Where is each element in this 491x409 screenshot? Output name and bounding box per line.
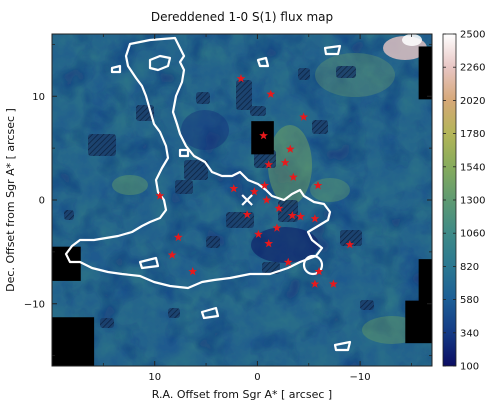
y-tick-label: 10 (32, 92, 45, 103)
star-marker (155, 191, 165, 200)
star-marker (283, 257, 293, 266)
contour-inner (148, 54, 172, 72)
star-marker (329, 279, 338, 288)
colorbar-tick-label: 580 (460, 295, 479, 306)
contour-small (333, 340, 352, 352)
hatch-patch (312, 120, 328, 134)
star-marker (264, 238, 274, 248)
star-marker (264, 160, 274, 169)
star-marker (272, 223, 282, 232)
star-marker (173, 232, 183, 242)
star-marker (345, 240, 355, 249)
hatch-patch (175, 180, 193, 194)
star-marker (242, 209, 252, 219)
colorbar-tick-label: 1540 (460, 162, 485, 173)
emission-patch (268, 125, 312, 205)
hatch-patch (64, 210, 74, 220)
star-marker (254, 229, 263, 238)
star-marker (260, 180, 269, 190)
star-marker (287, 210, 297, 220)
cross-stroke (241, 194, 253, 206)
x-tick-label: 0 (254, 372, 260, 383)
hatch-patch (360, 300, 374, 310)
star-marker (285, 144, 295, 153)
emission-patch (402, 34, 422, 46)
hatch-patch (250, 106, 266, 116)
star-marker (167, 250, 177, 259)
hatch-patch (298, 68, 310, 80)
colorbar-tick-label: 2260 (460, 63, 485, 74)
hatch-patch (236, 80, 252, 110)
contour-small (178, 148, 190, 158)
flux-contours (64, 36, 352, 352)
hatch-patch (340, 230, 362, 246)
dark-region (181, 110, 229, 150)
axes: 10 0 −10 10 0 −10 (24, 34, 432, 383)
hatch-patch (184, 160, 208, 180)
emission-patch (310, 178, 350, 202)
star-marker (188, 266, 198, 276)
colorbar-tick-label: 2500 (460, 30, 485, 41)
star-marker (310, 279, 320, 288)
sgr-a-star-cross (241, 194, 253, 206)
hatch-patch (196, 92, 210, 104)
colorbar-tick-label: 820 (460, 262, 479, 273)
x-axis-label: R.A. Offset from Sgr A* [ arcsec ] (152, 388, 332, 401)
y-tick-label: 0 (39, 196, 45, 207)
hatch-patch (88, 134, 116, 156)
star-marker (266, 89, 276, 98)
masked-region (405, 300, 432, 344)
star-marker (236, 74, 246, 83)
colorbar-tick-label: 340 (460, 328, 479, 339)
chart-title: Dereddened 1-0 S(1) flux map (151, 10, 333, 24)
contour-small (110, 64, 122, 74)
colorbar-ticks: 2500 2260 2020 1780 1540 1300 1060 820 580 340 100 (443, 30, 485, 373)
colorbar-tick-label: 1060 (460, 229, 485, 240)
star-marker (314, 266, 324, 276)
colorbar-tick-label: 100 (460, 362, 479, 373)
hatch-patch (206, 236, 220, 248)
colorbar-tick-label: 1780 (460, 129, 485, 140)
star-marker (262, 195, 272, 204)
masked-region (52, 317, 95, 366)
star-marker (296, 212, 305, 221)
star-marker (229, 183, 239, 193)
star-marker (274, 203, 284, 213)
hatch-patch (262, 262, 280, 274)
stellar-sources (155, 74, 355, 288)
masked-hatch-patches (64, 66, 374, 328)
y-tick-label: −10 (24, 299, 45, 310)
contour-ring (302, 254, 324, 276)
plot-area (52, 34, 432, 366)
hatch-patch (168, 308, 180, 318)
star-marker (313, 180, 323, 190)
contour-small (138, 256, 160, 270)
masked-region (418, 259, 432, 302)
hatch-patch (336, 66, 356, 78)
contour-main (64, 36, 332, 290)
star-marker (310, 214, 320, 223)
star-marker (280, 158, 290, 167)
x-tick-label: −10 (350, 372, 371, 383)
hatch-patch (100, 318, 114, 328)
star-marker (299, 112, 308, 121)
colorbar-tick-label: 2020 (460, 96, 485, 107)
colorbar-tick-label: 1300 (460, 196, 485, 207)
star-marker (288, 172, 298, 181)
masked-region (418, 46, 432, 100)
contour-small (323, 44, 342, 56)
contour-small (256, 56, 270, 68)
star-marker (249, 187, 259, 196)
emission-patch (112, 175, 148, 195)
contour-small (200, 306, 220, 320)
dark-region (251, 227, 319, 263)
x-tick-label: 10 (148, 372, 161, 383)
y-axis-label: Dec. Offset from Sgr A* [ arcsec ] (4, 108, 17, 292)
star-marker (259, 131, 268, 140)
